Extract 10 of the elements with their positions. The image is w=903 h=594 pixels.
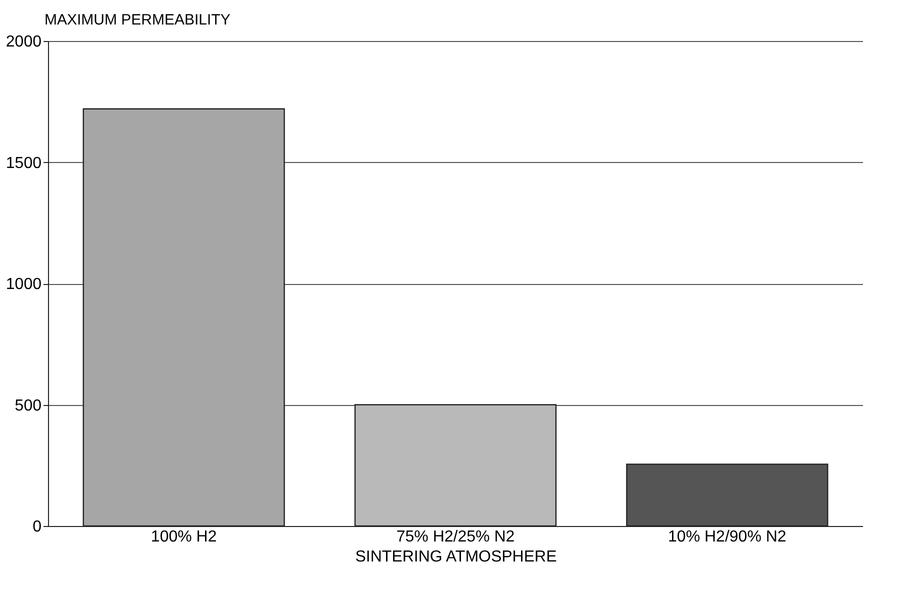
- y-tick-label: 1000: [6, 276, 42, 293]
- x-tick-label: 10% H2/90% N2: [668, 528, 786, 546]
- y-axis-title: MAXIMUM PERMEABILITY: [44, 12, 230, 28]
- x-tick-label: 75% H2/25% N2: [396, 528, 515, 546]
- y-tick-label: 2000: [6, 34, 42, 50]
- y-tick-label: 1500: [6, 154, 42, 172]
- x-axis-title: SINTERING ATMOSPHERE: [355, 548, 557, 566]
- x-tick-label: 100% H2: [150, 528, 217, 546]
- y-tick-label: 0: [32, 518, 42, 536]
- y-tick-label: 500: [14, 397, 42, 414]
